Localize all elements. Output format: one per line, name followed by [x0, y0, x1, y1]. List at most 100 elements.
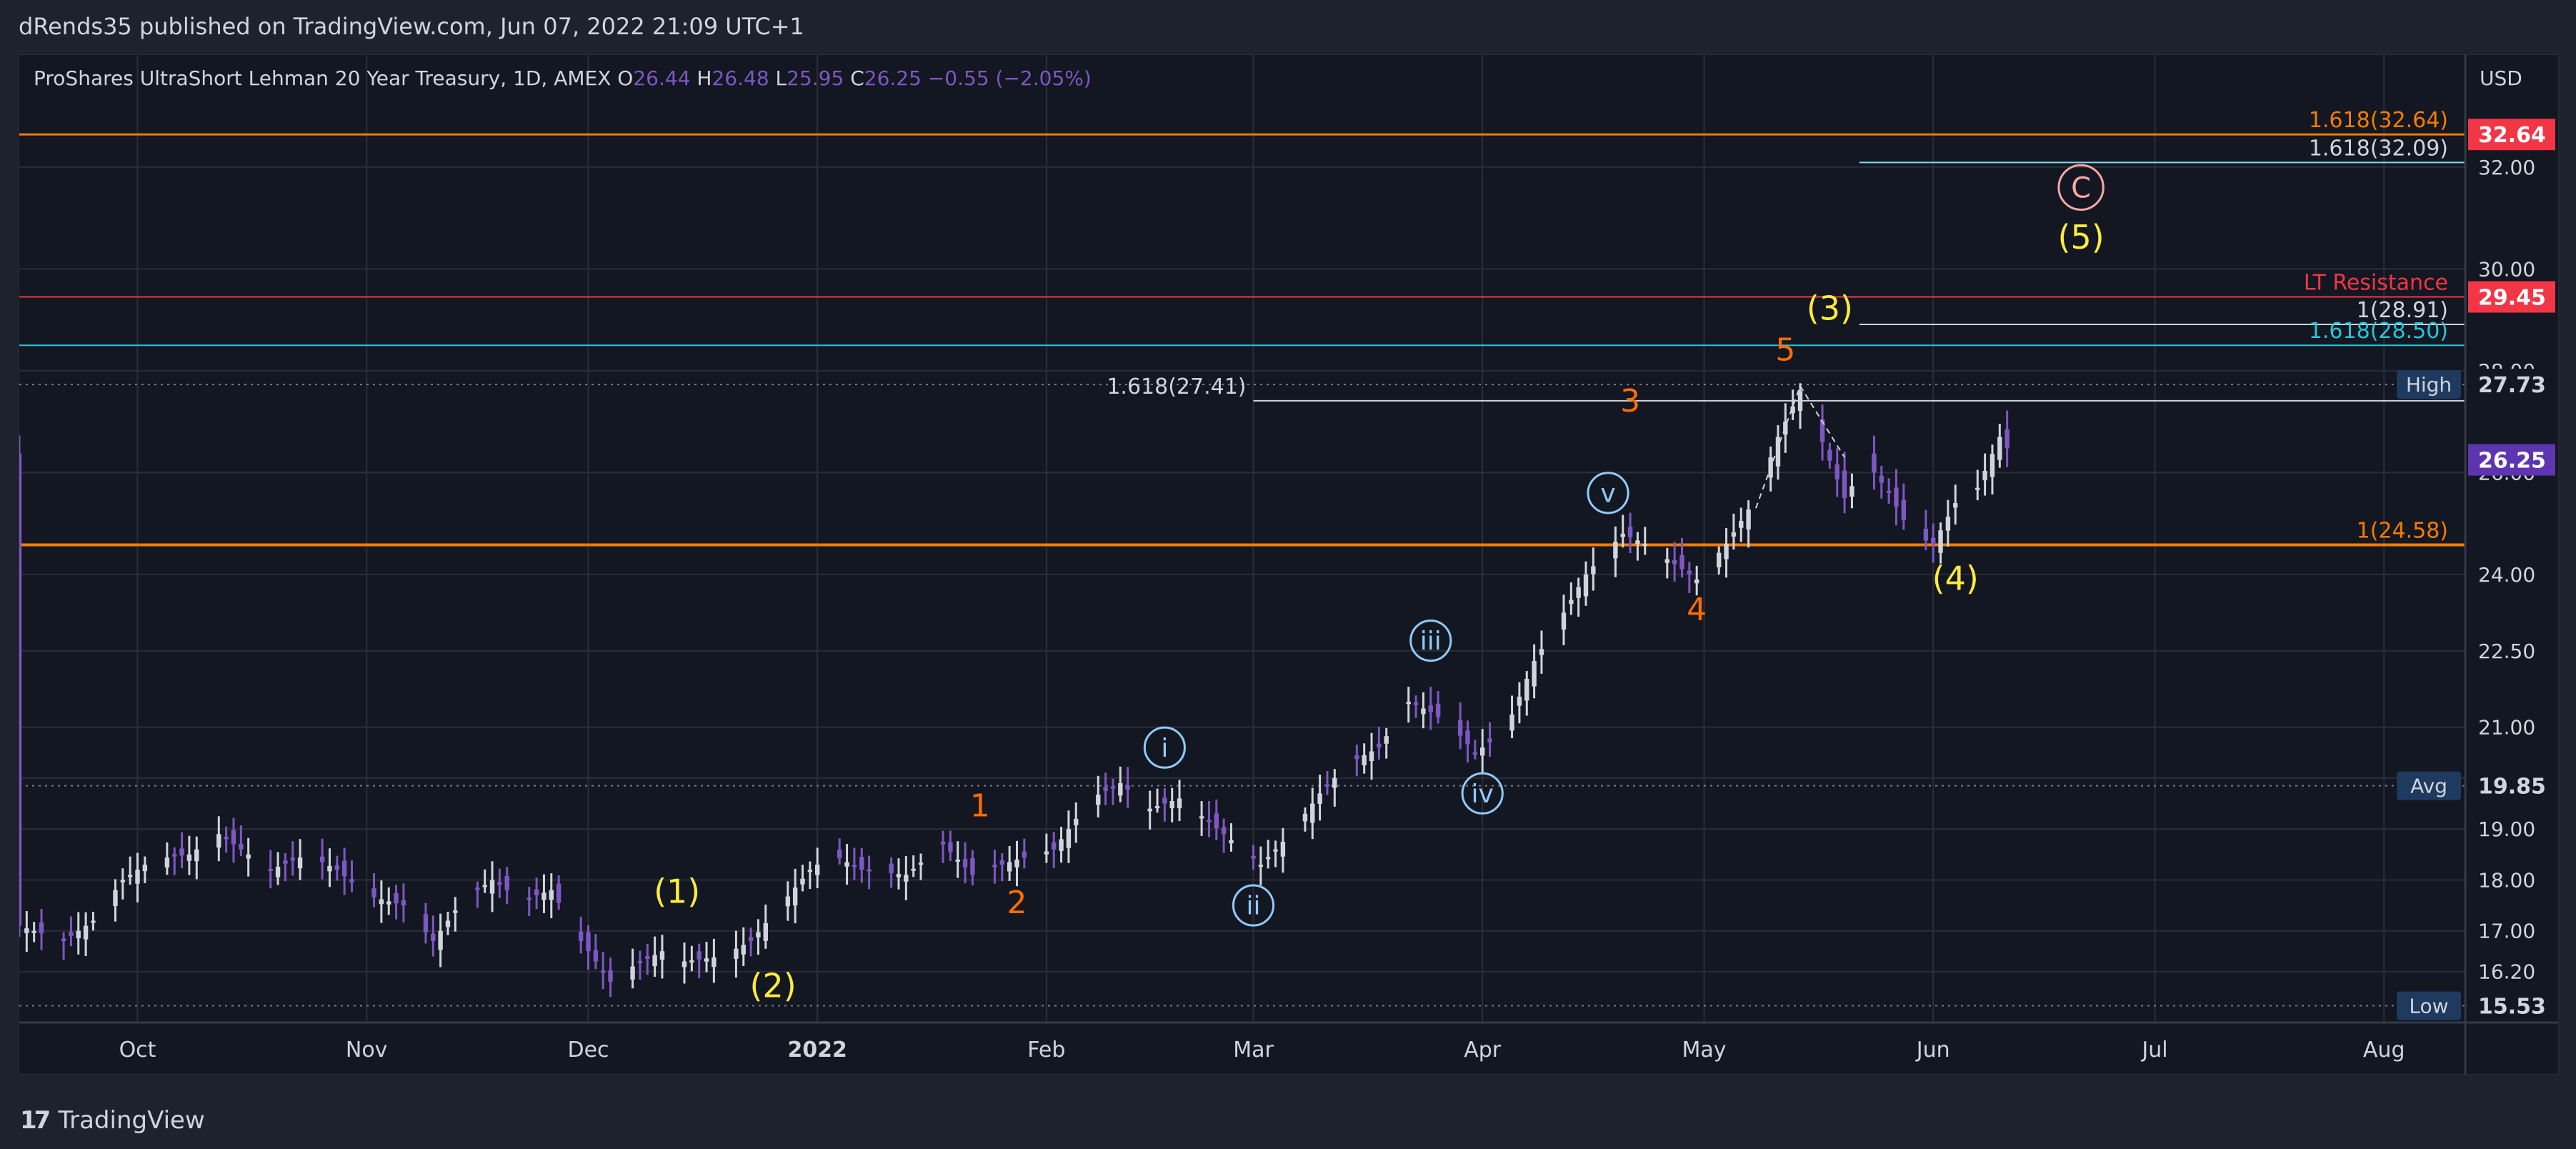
candle-body — [1532, 661, 1537, 687]
last-price-tag-text: 26.25 — [2478, 449, 2546, 474]
candle-body — [290, 857, 295, 861]
stat-name-label: High — [2406, 373, 2452, 397]
candle-body — [748, 937, 754, 941]
candle-body — [1265, 857, 1271, 860]
candle-body — [800, 878, 805, 885]
legend-change: −0.55 (−2.05%) — [928, 66, 1092, 90]
stat-name-label: Low — [2409, 994, 2448, 1018]
candle-body — [1154, 806, 1160, 809]
candle-body — [630, 966, 635, 980]
candle-body — [275, 866, 281, 877]
candle-body — [948, 842, 953, 852]
candle-body — [371, 888, 376, 897]
candle-body — [940, 842, 946, 845]
avg-price-tag — [2468, 770, 2555, 802]
wave-label: 4 — [1687, 592, 1707, 628]
candle-body — [1377, 743, 1382, 748]
candle-body — [734, 948, 739, 959]
candle-body — [1014, 859, 1019, 867]
candles — [19, 383, 2010, 998]
candle-body — [1642, 544, 1647, 547]
candle-body — [1369, 751, 1374, 762]
legend-h-label: H — [697, 66, 712, 90]
legend-l-value: 25.95 — [787, 66, 850, 90]
candle-body — [1517, 696, 1522, 706]
wave-label: 2 — [1007, 885, 1027, 921]
wave-circle — [1143, 726, 1186, 769]
candle-body — [1406, 702, 1411, 705]
candle-body — [1324, 784, 1330, 787]
wave-circle — [1461, 772, 1504, 815]
candle-body — [61, 938, 66, 941]
chart-panel[interactable]: 1.618(32.64) 1.618(32.09) LT Resistance 1(2… — [19, 54, 2559, 1075]
candle-body — [179, 848, 184, 856]
level-label: 1.618(28.50) — [2309, 319, 2448, 344]
candle-body — [1258, 865, 1264, 867]
x-tick-label: 2022 — [787, 1038, 847, 1063]
y-tick-label: 19.00 — [2478, 817, 2535, 841]
candle-body — [1739, 521, 1744, 528]
candle-body — [1694, 580, 1699, 584]
x-tick-label: Jun — [1915, 1038, 1950, 1063]
candle-body — [637, 960, 643, 963]
candle-body — [1687, 570, 1692, 574]
legend-c-value: 26.25 — [864, 66, 928, 90]
candle-body — [1819, 419, 1825, 442]
candle-body — [541, 892, 546, 900]
candle-body — [297, 857, 303, 869]
y-tick-label: 32.00 — [2478, 156, 2535, 179]
candle-body — [1953, 503, 1958, 508]
candle-body — [1635, 540, 1640, 544]
candle-body — [992, 865, 997, 867]
wave-label: ii — [1247, 892, 1261, 921]
tradingview-logo[interactable]: 17 TradingView — [20, 1106, 205, 1135]
candle-body — [962, 859, 968, 867]
level-price-tag — [2468, 281, 2555, 313]
candle-body — [1627, 526, 1633, 537]
x-tick-label: Nov — [346, 1038, 388, 1063]
candle-body — [1044, 851, 1049, 855]
candle-body — [1583, 574, 1589, 597]
candle-body — [1834, 464, 1839, 479]
candle-body — [1125, 785, 1130, 790]
candle-body — [401, 900, 406, 906]
candle-body — [127, 875, 133, 877]
legend-h-value: 26.48 — [712, 66, 775, 90]
candle-body — [438, 930, 443, 950]
candle-body — [763, 923, 768, 941]
x-tick-label: Feb — [1027, 1038, 1065, 1063]
candle-body — [1022, 851, 1027, 858]
y-tick-label: 22.50 — [2478, 640, 2535, 663]
wave-label: (5) — [2058, 218, 2105, 257]
candle-body — [1103, 787, 1108, 791]
candle-body — [1945, 517, 1951, 531]
candle-body — [586, 932, 591, 952]
candle-body — [379, 899, 384, 905]
candle-body — [394, 892, 399, 904]
legend: ProShares UltraShort Lehman 20 Year Trea… — [34, 66, 1092, 90]
candle-body — [682, 961, 687, 968]
candle-body — [1421, 708, 1426, 715]
candle-body — [1613, 542, 1618, 559]
level-price-tag-text: 32.64 — [2478, 123, 2546, 148]
legend-l-label: L — [776, 66, 787, 90]
candle-body — [69, 932, 74, 936]
y-tick-label: 17.00 — [2478, 920, 2535, 943]
wave-circle — [1587, 472, 1629, 514]
candle-body — [386, 901, 391, 905]
candle-body — [1886, 490, 1892, 493]
candlestick-chart[interactable]: 1.618(32.64)1.618(32.09)LT Resistance1(2… — [19, 55, 2558, 1074]
candle-body — [1620, 533, 1625, 537]
candle-body — [268, 868, 273, 871]
candle-body — [1384, 736, 1389, 744]
legend-o-label: O — [617, 66, 633, 90]
candle-body — [1894, 487, 1899, 507]
candle-body — [1679, 554, 1684, 569]
candle-body — [1251, 855, 1256, 859]
candle-body — [792, 887, 798, 906]
x-tick-label: Dec — [567, 1038, 609, 1063]
candle-body — [1310, 803, 1315, 823]
wave-label: (1) — [654, 872, 700, 911]
wave-label: v — [1600, 479, 1615, 508]
